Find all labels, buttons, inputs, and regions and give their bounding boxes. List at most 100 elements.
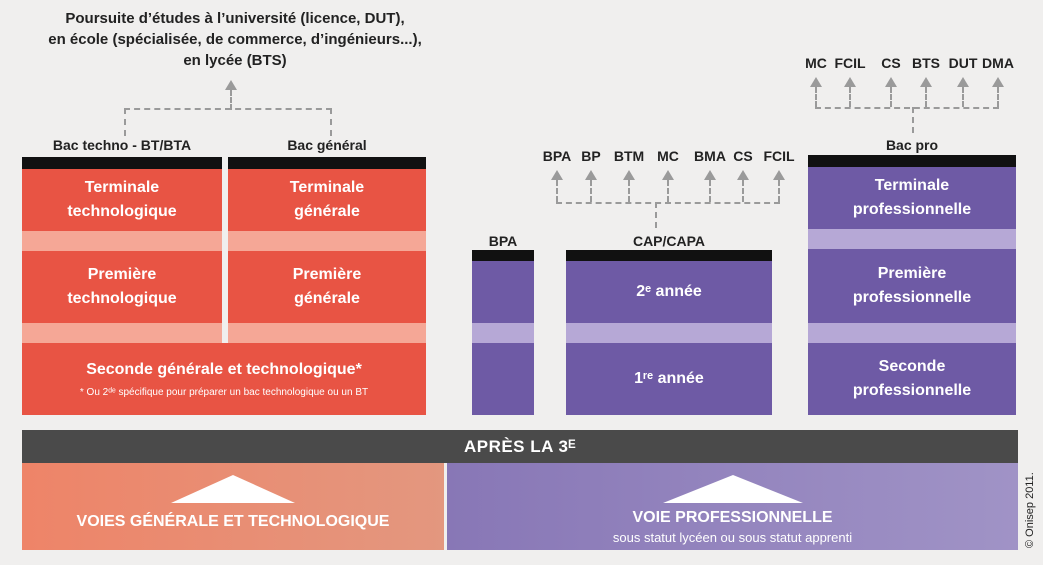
header-bar (22, 157, 222, 169)
outcome-cs: CS (881, 55, 901, 71)
block-label: Première (292, 266, 362, 283)
header-bar (472, 250, 534, 261)
connector-line (962, 87, 964, 107)
outcome-fcil: FCIL (834, 55, 866, 71)
column-header-bpa: BPA (488, 233, 518, 249)
connector-line (628, 180, 630, 202)
connector-line (709, 180, 711, 202)
block-label: Première (87, 266, 157, 283)
connector-line (556, 180, 558, 202)
separator (808, 323, 1016, 343)
outcome-bts: BTS (912, 55, 940, 71)
separator (472, 323, 534, 343)
outcome-dma: DMA (982, 55, 1014, 71)
copyright-text: © Onisep 2011. (1024, 472, 1036, 548)
block-label: 2ᵉ année (636, 283, 702, 300)
block-terminale-technologique: Terminale technologique (22, 169, 222, 231)
block-label: générale (294, 203, 360, 220)
block-label: générale (294, 290, 360, 307)
connector-line (849, 87, 851, 107)
connector-line (590, 180, 592, 202)
higher-education-line-2: en école (spécialisée, de commerce, d’in… (48, 31, 422, 48)
outcome-mc: MC (657, 148, 679, 164)
block-label: Terminale (874, 177, 950, 194)
separator (566, 323, 772, 343)
banner-text: APRÈS LA 3ᴱ (463, 436, 577, 456)
arrow-up-icon (737, 170, 749, 180)
connector-line (815, 87, 817, 107)
block-label: Terminale (289, 179, 365, 196)
connector-line (912, 107, 914, 133)
header-bar (808, 155, 1016, 167)
block-label: professionnelle (852, 201, 972, 218)
header-bar (566, 250, 772, 261)
separator (808, 229, 1016, 249)
arrow-up-icon (585, 170, 597, 180)
separator (228, 231, 426, 251)
banner-apres-3e: APRÈS LA 3ᴱ (22, 430, 1018, 463)
block-label: professionnelle (852, 382, 972, 399)
block-seconde-pro: Seconde professionnelle (808, 343, 1016, 415)
arrow-up-icon (551, 170, 563, 180)
block-terminale-generale: Terminale générale (228, 169, 426, 231)
arrow-up-icon (957, 77, 969, 87)
block-label: technologique (67, 290, 177, 307)
outcome-mc: MC (805, 55, 827, 71)
arrow-up-icon (810, 77, 822, 87)
arrow-up-icon (773, 170, 785, 180)
separator (22, 231, 222, 251)
column-header-bac-pro: Bac pro (885, 137, 939, 153)
connector-line (124, 108, 126, 136)
higher-education-line-1: Poursuite d’études à l’université (licen… (65, 10, 405, 27)
column-header-bac-general: Bac général (287, 137, 367, 153)
connector-line (556, 202, 780, 204)
connector-line (742, 180, 744, 202)
arrow-up-icon (992, 77, 1004, 87)
outcome-bma: BMA (694, 148, 726, 164)
up-triangle-icon (171, 475, 295, 503)
column-header-cap: CAP/CAPA (632, 233, 706, 249)
connector-line (667, 180, 669, 202)
block-premiere-generale: Première générale (228, 251, 426, 323)
block-bpa-lower (472, 343, 534, 415)
outcome-bp: BP (581, 148, 601, 164)
outcome-btm: BTM (613, 148, 645, 164)
voie-generale-technologique: VOIES GÉNÉRALE ET TECHNOLOGIQUE (22, 463, 444, 550)
block-bpa-upper (472, 261, 534, 323)
connector-line (997, 87, 999, 107)
higher-education-text: Poursuite d’études à l’université (licen… (20, 8, 450, 71)
block-premiere-pro: Première professionnelle (808, 249, 1016, 323)
connector-line (815, 107, 999, 109)
connector-line (655, 202, 657, 228)
block-label: technologique (67, 203, 177, 220)
voie-professionnelle: VOIE PROFESSIONNELLE sous statut lycéen … (447, 463, 1018, 550)
arrow-up-icon (885, 77, 897, 87)
block-premiere-technologique: Première technologique (22, 251, 222, 323)
outcome-bpa: BPA (542, 148, 572, 164)
voie-pro-title: VOIE PROFESSIONNELLE (632, 509, 833, 526)
block-cap-2e-annee: 2ᵉ année (566, 261, 772, 323)
separator (22, 323, 222, 343)
voie-divider (444, 463, 447, 550)
block-label: Seconde (878, 358, 946, 375)
arrow-up-icon (704, 170, 716, 180)
separator (228, 323, 426, 343)
seconde-gt-note: * Ou 2ᵈᵉ spécifique pour préparer un bac… (79, 387, 369, 398)
connector-line (124, 108, 332, 110)
arrow-up-icon (662, 170, 674, 180)
outcome-cs: CS (733, 148, 753, 164)
block-label: Première (877, 265, 947, 282)
voie-pro-subtitle: sous statut lycéen ou sous statut appren… (612, 530, 853, 545)
column-header-bac-techno: Bac techno - BT/BTA (52, 137, 192, 153)
block-cap-1re-annee: 1ʳᵉ année (566, 343, 772, 415)
connector-line (778, 180, 780, 202)
connector-line (925, 87, 927, 107)
connector-line (330, 108, 332, 136)
arrow-up-icon (623, 170, 635, 180)
arrow-up-icon (920, 77, 932, 87)
block-seconde-gt: Seconde générale et technologique* * Ou … (22, 343, 426, 415)
higher-education-line-3: en lycée (BTS) (183, 52, 287, 69)
voie-gt-title: VOIES GÉNÉRALE ET TECHNOLOGIQUE (76, 513, 390, 530)
block-label: Terminale (84, 179, 160, 196)
block-label: professionnelle (852, 289, 972, 306)
